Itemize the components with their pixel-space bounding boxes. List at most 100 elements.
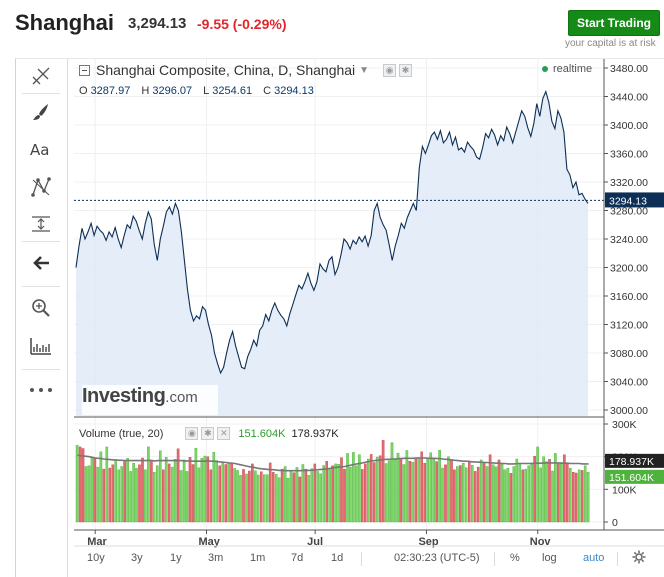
chevron-down-icon[interactable]: ▼	[359, 64, 370, 76]
volume-bar	[227, 463, 230, 523]
low-value: 3254.61	[212, 85, 253, 97]
volume-bar	[301, 464, 305, 523]
volume-bar	[375, 456, 379, 523]
volume-bar	[349, 466, 352, 523]
volume-bar	[170, 466, 174, 523]
measure-icon[interactable]	[26, 210, 56, 238]
volume-bar	[319, 473, 323, 523]
volume-bar	[417, 457, 421, 523]
range-1d[interactable]: 1d	[331, 552, 344, 564]
eye-icon[interactable]: ◉	[185, 427, 199, 440]
volume-ma-value: 178.937K	[291, 427, 339, 440]
back-arrow-icon[interactable]	[26, 249, 56, 277]
volume-bar	[396, 452, 400, 523]
auto-toggle[interactable]: auto	[583, 552, 605, 564]
range-7d[interactable]: 7d	[291, 552, 304, 564]
volume-bar	[361, 469, 364, 523]
volume-bar	[328, 469, 331, 523]
volume-bar	[114, 459, 117, 523]
volume-bar	[152, 472, 156, 523]
volume-bar	[218, 465, 222, 523]
range-1y[interactable]: 1y	[170, 552, 182, 564]
volume-bar	[456, 466, 459, 523]
quote-header: Shanghai 3,294.13 -9.55 (-0.29%) Start T…	[0, 0, 664, 58]
text-icon[interactable]: Aa	[26, 136, 56, 164]
volume-bar	[462, 463, 465, 523]
volume-bar	[108, 467, 112, 523]
settings-icon[interactable]: ✱	[201, 427, 215, 440]
volume-bar	[530, 462, 533, 523]
volume-tick-label: 300K	[612, 419, 637, 431]
time-tick-label: Nov	[530, 536, 552, 548]
volume-bar	[548, 459, 551, 523]
volume-bar	[173, 459, 177, 523]
volume-bar	[147, 446, 150, 523]
volume-bar	[209, 469, 213, 523]
last-price-tag	[605, 192, 664, 208]
volume-bar	[138, 464, 141, 523]
crosshair-icon[interactable]	[26, 62, 56, 90]
realtime-label: realtime	[553, 63, 593, 75]
volume-bar	[161, 469, 165, 523]
price-tick-label: 3360.00	[610, 149, 648, 161]
zoom-icon[interactable]	[26, 294, 56, 322]
price-tick-label: 3240.00	[610, 234, 648, 246]
low-label: L	[203, 85, 210, 97]
volume-ma-tag-label: 178.937K	[609, 456, 654, 468]
collapse-legend-icon[interactable]	[79, 64, 90, 76]
volume-bar	[450, 459, 453, 523]
log-toggle[interactable]: log	[542, 552, 557, 564]
volume-bar	[245, 473, 248, 523]
volume-bar	[316, 471, 320, 523]
clock-time[interactable]: 02:30:23 (UTC-5)	[394, 552, 480, 564]
volume-bar	[494, 466, 498, 523]
volume-bar	[420, 451, 424, 523]
volume-bar	[447, 456, 450, 523]
volume-bar	[566, 463, 569, 523]
volume-tag-label: 151.604K	[609, 472, 654, 484]
range-3y[interactable]: 3y	[131, 552, 143, 564]
volume-bar	[263, 474, 266, 523]
volume-bar	[381, 440, 385, 523]
volume-title: Volume (true, 20)	[79, 427, 164, 440]
volume-bar	[426, 458, 430, 523]
ruler-icon[interactable]	[26, 332, 56, 360]
close-icon[interactable]: ✕	[217, 427, 231, 440]
percent-toggle[interactable]: %	[510, 552, 520, 564]
volume-bar	[408, 461, 412, 523]
volume-bar	[266, 474, 269, 523]
close-value: 3294.13	[274, 85, 314, 97]
price-tick-label: 3400.00	[610, 120, 648, 132]
ohlc-values: O 3287.97 H 3296.07 L 3254.61 C 3294.13	[79, 85, 322, 97]
volume-bar	[295, 467, 299, 523]
volume-bar	[441, 467, 444, 523]
volume-ma-tag	[605, 453, 664, 468]
symbol-name: Shanghai	[15, 10, 115, 35]
pattern-icon[interactable]	[26, 173, 56, 201]
volume-bar	[369, 454, 373, 523]
settings-icon[interactable]: ✱	[399, 63, 413, 77]
volume-bar	[194, 448, 198, 523]
volume-bar	[518, 463, 522, 523]
volume-bar	[233, 468, 236, 523]
volume-bar	[340, 457, 343, 523]
range-1m[interactable]: 1m	[250, 552, 266, 564]
volume-bar	[164, 457, 168, 523]
volume-bar	[468, 460, 471, 523]
more-icon[interactable]	[26, 376, 56, 404]
brush-icon[interactable]	[26, 98, 56, 126]
volume-bar	[298, 476, 302, 523]
gear-icon[interactable]	[632, 550, 646, 567]
toolbar-divider	[22, 93, 60, 94]
start-trading-button[interactable]: Start Trading	[568, 10, 660, 36]
volume-bar	[200, 458, 204, 523]
volume-bar	[521, 469, 525, 523]
volume-bar	[212, 451, 216, 523]
eye-icon[interactable]: ◉	[383, 63, 397, 77]
range-3m[interactable]: 3m	[208, 552, 224, 564]
volume-bar	[144, 469, 147, 523]
range-10y[interactable]: 10y	[87, 552, 105, 564]
volume-bar	[322, 465, 326, 523]
price-tick-label: 3160.00	[610, 291, 648, 303]
